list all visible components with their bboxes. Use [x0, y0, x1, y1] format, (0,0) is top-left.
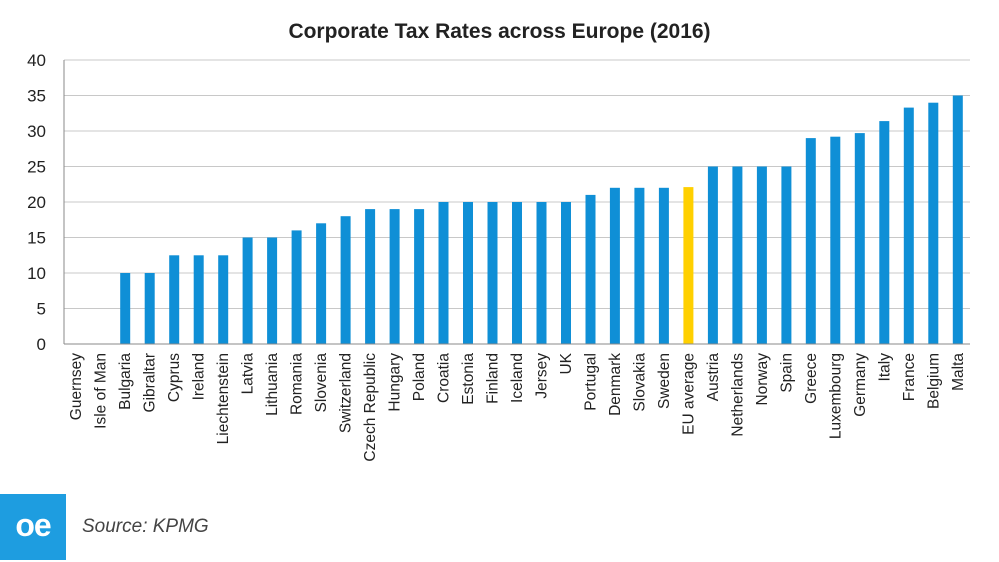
y-tick-label: 20 — [27, 193, 46, 212]
bar-slovakia — [634, 187, 645, 344]
x-tick-label: Latvia — [240, 353, 257, 395]
x-tick-label: Luxembourg — [827, 353, 844, 439]
x-tick-label: Italy — [876, 353, 893, 382]
bar-sweden — [658, 187, 669, 344]
bar-iceland — [512, 202, 522, 344]
x-tick-label: Estonia — [460, 353, 477, 405]
x-tick-label: Malta — [950, 353, 967, 391]
x-tick-label: Romania — [289, 353, 306, 415]
bar-poland — [414, 209, 425, 344]
y-tick-label: 30 — [27, 122, 46, 141]
bar-latvia — [242, 237, 253, 344]
x-tick-label: Guernsey — [68, 353, 85, 420]
bar-germany — [854, 133, 865, 344]
x-tick-label: Slovakia — [631, 353, 648, 412]
y-axis-ticks: 0 5 10 15 20 25 30 35 40 — [27, 51, 46, 354]
x-tick-label: Sweden — [656, 353, 673, 409]
y-tick-label: 35 — [27, 87, 46, 106]
bar-spain — [781, 166, 792, 344]
bar-netherlands — [732, 166, 743, 344]
x-tick-label: Czech Republic — [362, 353, 379, 462]
x-tick-label: EU average — [680, 353, 697, 435]
bar-czech-republic — [365, 209, 376, 344]
bar-finland — [487, 202, 498, 344]
bar-croatia — [438, 202, 449, 344]
bar-liechtenstein — [218, 255, 229, 345]
x-tick-label: Austria — [705, 353, 722, 402]
y-tick-label: 10 — [27, 264, 46, 283]
x-tick-label: Spain — [778, 353, 795, 393]
x-tick-label: Iceland — [509, 353, 526, 403]
x-axis-ticks: Guernsey Isle of Man Bulgaria Gibraltar Cypr… — [68, 352, 967, 461]
bar-austria — [707, 166, 718, 344]
x-tick-label: Hungary — [387, 353, 404, 412]
y-tick-label: 15 — [27, 229, 46, 248]
x-tick-label: Portugal — [583, 353, 600, 411]
x-tick-label: Netherlands — [729, 353, 746, 437]
y-tick-label: 5 — [37, 300, 46, 319]
bar-lithuania — [267, 237, 278, 344]
x-tick-label: Belgium — [925, 353, 942, 409]
bar-slovenia — [316, 223, 327, 344]
bar-italy — [879, 121, 890, 344]
bar-romania — [291, 230, 302, 344]
bar-switzerland — [340, 216, 351, 344]
x-tick-label: Ireland — [191, 353, 208, 400]
x-tick-label: Norway — [754, 353, 771, 406]
oe-logo: oe — [0, 494, 66, 560]
x-tick-label: Jersey — [534, 353, 551, 399]
x-tick-label: Slovenia — [313, 353, 330, 413]
bar-greece — [805, 138, 816, 344]
bar-hungary — [389, 209, 400, 344]
x-tick-label: UK — [558, 352, 575, 374]
bar-uk — [561, 202, 571, 344]
x-tick-label: Croatia — [436, 353, 453, 403]
x-tick-label: Bulgaria — [117, 353, 134, 410]
bar-eu-average — [683, 187, 694, 344]
y-tick-label: 25 — [27, 158, 46, 177]
bar-belgium — [928, 102, 939, 344]
bar-cyprus — [169, 255, 180, 345]
x-tick-label: Cyprus — [166, 353, 183, 402]
bar-luxembourg — [830, 136, 841, 344]
bar-jersey — [536, 202, 547, 344]
bar-gibraltar — [144, 273, 155, 344]
x-tick-label: Gibraltar — [142, 353, 159, 412]
y-tick-label: 40 — [27, 51, 46, 70]
bar-norway — [756, 166, 767, 344]
bar-denmark — [609, 187, 620, 344]
x-tick-label: Germany — [852, 353, 869, 417]
bar-estonia — [463, 202, 473, 344]
x-tick-label: Finland — [485, 353, 502, 404]
x-tick-label: Liechtenstein — [215, 353, 232, 444]
x-tick-label: Lithuania — [264, 353, 281, 416]
y-tick-label: 0 — [37, 335, 46, 354]
bar-ireland — [193, 255, 204, 345]
bar-portugal — [585, 194, 596, 344]
bar-malta — [952, 95, 963, 344]
x-tick-label: Greece — [803, 353, 820, 404]
x-tick-label: France — [901, 353, 918, 401]
x-tick-label: Isle of Man — [93, 353, 110, 429]
x-tick-label: Poland — [411, 353, 428, 401]
x-tick-label: Switzerland — [338, 353, 355, 433]
x-tick-label: Denmark — [607, 353, 624, 416]
bars — [120, 95, 963, 345]
source-note: Source: KPMG — [82, 516, 209, 537]
bar-france — [903, 107, 914, 344]
chart-title: Corporate Tax Rates across Europe (2016) — [288, 20, 710, 43]
bar-bulgaria — [120, 273, 131, 344]
